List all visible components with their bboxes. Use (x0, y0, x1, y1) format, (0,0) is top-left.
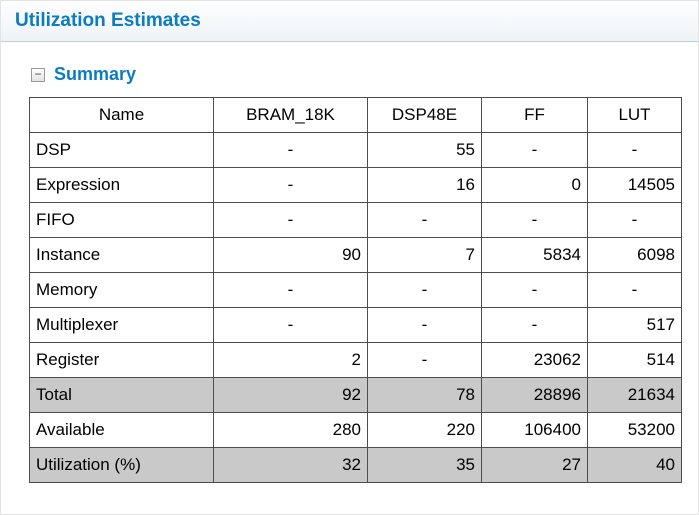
utilization-summary-table: Name BRAM_18K DSP48E FF LUT DSP - 55 - -… (29, 97, 682, 483)
cell-value: 53200 (587, 412, 682, 448)
cell-value: - (213, 272, 368, 308)
cell-value: - (213, 167, 368, 203)
cell-value: 21634 (587, 377, 682, 413)
cell-value: 14505 (587, 167, 682, 203)
cell-value: 0 (481, 167, 588, 203)
row-label: Available (29, 412, 214, 448)
cell-value: 40 (587, 447, 682, 483)
cell-value: - (367, 307, 482, 343)
cell-value: 78 (367, 377, 482, 413)
cell-value: 28896 (481, 377, 588, 413)
cell-value: - (481, 202, 588, 238)
cell-value: 7 (367, 237, 482, 273)
row-label: Expression (29, 167, 214, 203)
cell-value: 35 (367, 447, 482, 483)
cell-value: - (481, 307, 588, 343)
cell-value: 55 (367, 132, 482, 168)
cell-value: 517 (587, 307, 682, 343)
cell-value: - (587, 202, 682, 238)
table-row-total: Total 92 78 28896 21634 (29, 377, 682, 413)
cell-value: - (481, 272, 588, 308)
column-header-name: Name (29, 97, 214, 133)
cell-value: 280 (213, 412, 368, 448)
row-label: Register (29, 342, 214, 378)
column-header-dsp48e: DSP48E (367, 97, 482, 133)
table-row-fifo: FIFO - - - - (29, 202, 682, 238)
table-row-utilization-pct: Utilization (%) 32 35 27 40 (29, 447, 682, 483)
cell-value: 220 (367, 412, 482, 448)
table-header-row: Name BRAM_18K DSP48E FF LUT (29, 97, 682, 133)
cell-value: - (481, 132, 588, 168)
page-title: Utilization Estimates (15, 10, 201, 31)
cell-value: - (213, 202, 368, 238)
collapse-minus-icon[interactable]: − (31, 67, 45, 82)
cell-value: 27 (481, 447, 588, 483)
row-label: Memory (29, 272, 214, 308)
cell-value: 106400 (481, 412, 588, 448)
row-label: Multiplexer (29, 307, 214, 343)
summary-section-title: Summary (54, 64, 137, 84)
cell-value: 90 (213, 237, 368, 273)
summary-section-header[interactable]: − Summary (31, 64, 698, 85)
row-label: DSP (29, 132, 214, 168)
cell-value: 23062 (481, 342, 588, 378)
cell-value: 92 (213, 377, 368, 413)
row-label: FIFO (29, 202, 214, 238)
table-row-multiplexer: Multiplexer - - - 517 (29, 307, 682, 343)
table-row-available: Available 280 220 106400 53200 (29, 412, 682, 448)
cell-value: - (367, 202, 482, 238)
table-row-register: Register 2 - 23062 514 (29, 342, 682, 378)
row-label: Total (29, 377, 214, 413)
cell-value: - (213, 307, 368, 343)
row-label: Instance (29, 237, 214, 273)
cell-value: - (587, 272, 682, 308)
column-header-ff: FF (481, 97, 588, 133)
column-header-lut: LUT (587, 97, 682, 133)
cell-value: 16 (367, 167, 482, 203)
table-row-expression: Expression - 16 0 14505 (29, 167, 682, 203)
cell-value: 2 (213, 342, 368, 378)
report-header: Utilization Estimates (1, 1, 698, 42)
column-header-bram-18k: BRAM_18K (213, 97, 368, 133)
row-label: Utilization (%) (29, 447, 214, 483)
table-row-memory: Memory - - - - (29, 272, 682, 308)
cell-value: 32 (213, 447, 368, 483)
cell-value: - (587, 132, 682, 168)
table-row-dsp: DSP - 55 - - (29, 132, 682, 168)
table-row-instance: Instance 90 7 5834 6098 (29, 237, 682, 273)
cell-value: - (213, 132, 368, 168)
cell-value: 5834 (481, 237, 588, 273)
cell-value: - (367, 272, 482, 308)
cell-value: - (367, 342, 482, 378)
cell-value: 514 (587, 342, 682, 378)
cell-value: 6098 (587, 237, 682, 273)
